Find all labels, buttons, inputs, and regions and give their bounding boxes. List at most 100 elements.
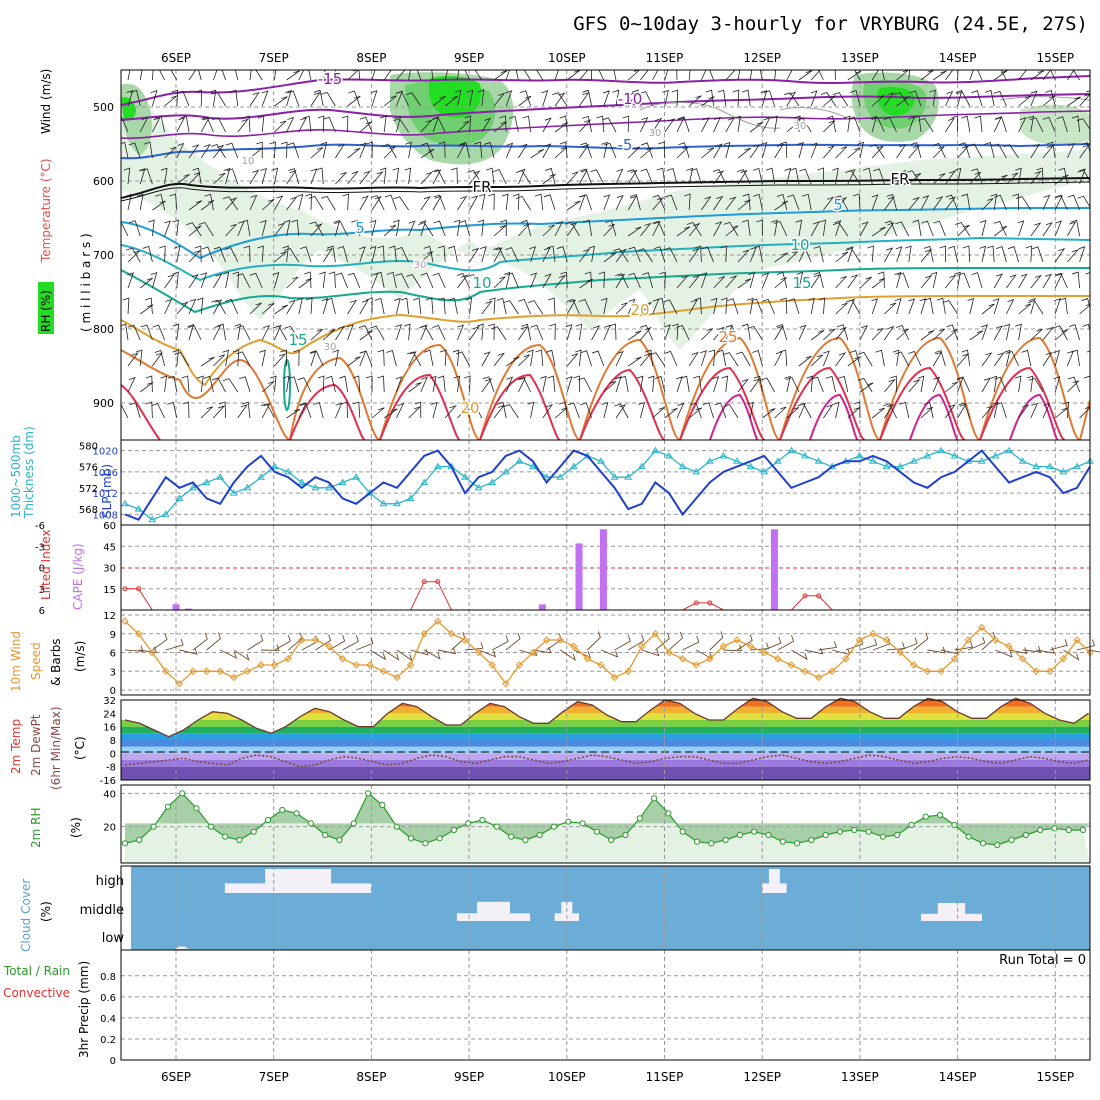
temp-tick: 24 xyxy=(103,709,116,720)
wind-barb xyxy=(212,117,226,133)
wind-barb xyxy=(413,297,422,315)
rh-marker xyxy=(450,826,457,834)
thickness-marker xyxy=(882,462,891,470)
wind-barb xyxy=(313,401,324,419)
wind-barb xyxy=(213,299,223,315)
wind-barb xyxy=(748,271,756,289)
rh-label: RH (%) xyxy=(39,290,53,332)
rh2m-unit: (%) xyxy=(69,817,83,838)
wind-marker xyxy=(814,673,823,682)
wind-barb xyxy=(908,379,921,393)
thickness-marker xyxy=(610,473,619,480)
slp-label: SLP (mb) xyxy=(100,464,114,518)
wind-barb xyxy=(565,324,573,341)
wind-barb xyxy=(701,147,715,159)
wind-barb xyxy=(393,118,409,133)
wind10-barb xyxy=(1063,649,1080,661)
wind10-barb xyxy=(641,649,660,657)
wind-marker xyxy=(502,680,510,688)
wind-barb xyxy=(1017,220,1025,237)
wind-marker xyxy=(474,648,483,657)
wind-barb xyxy=(835,352,847,367)
temp-band xyxy=(121,687,1090,700)
millibars-label: ( m i l l i b a r s ) xyxy=(79,233,93,332)
wind-barb xyxy=(1067,248,1080,263)
wind-barb xyxy=(503,404,519,419)
wind-barb xyxy=(897,272,910,289)
wind-barb xyxy=(680,375,690,393)
wind-marker xyxy=(624,667,632,675)
wind-barb xyxy=(640,326,652,341)
rh-marker xyxy=(307,820,314,827)
wind-barb xyxy=(359,170,371,185)
wind-barb xyxy=(287,142,300,159)
wind-barb xyxy=(1077,169,1090,182)
wind-barb xyxy=(615,404,627,419)
wind-barb xyxy=(176,174,190,185)
wind-barb xyxy=(993,220,1007,237)
wind10-barb xyxy=(859,638,878,651)
wind-barb xyxy=(182,401,190,419)
wind-barb xyxy=(464,70,470,81)
date-label-top: 14SEP xyxy=(939,51,977,65)
wind-barb xyxy=(746,297,754,315)
wind-barb xyxy=(123,167,131,185)
wind-barb xyxy=(481,300,493,315)
wind10-barb xyxy=(328,634,346,651)
wind-barb xyxy=(420,171,433,185)
wind-barb xyxy=(652,194,666,211)
wind-barb xyxy=(793,115,801,133)
wind-barb xyxy=(176,142,185,159)
cape-bar xyxy=(770,529,778,610)
wind-barb xyxy=(945,90,954,107)
wind-barb xyxy=(955,89,963,107)
wind-barb xyxy=(615,273,626,289)
thickness-marker xyxy=(746,462,755,470)
wind-barb xyxy=(167,375,178,393)
wind-barb xyxy=(188,172,201,185)
wind-barb xyxy=(461,401,470,419)
wind-barb xyxy=(359,195,369,211)
wind-barb xyxy=(896,169,907,185)
wind-barb xyxy=(444,95,459,107)
wind-barb xyxy=(936,297,946,315)
wind-barb xyxy=(979,245,987,263)
wind-barb xyxy=(1030,143,1041,159)
wind-barb xyxy=(969,70,974,81)
wind-barb xyxy=(849,350,861,367)
wind-barb xyxy=(213,246,226,263)
wind-barb xyxy=(539,375,547,393)
wind-barb xyxy=(371,70,376,81)
wind-barb xyxy=(452,349,460,367)
wind-barb xyxy=(501,193,509,211)
wind-marker xyxy=(515,661,524,669)
wind-barb xyxy=(907,116,915,133)
wind-barb xyxy=(274,96,288,107)
wind-barb xyxy=(700,350,707,367)
wind-barb xyxy=(664,350,678,367)
wind-barb xyxy=(600,297,608,315)
wind-barb xyxy=(1030,274,1043,289)
wind-marker xyxy=(162,667,170,675)
wind-barb xyxy=(1018,70,1027,81)
wind-barb xyxy=(341,115,349,133)
wind-barb xyxy=(141,168,153,185)
wind-barb xyxy=(737,378,750,393)
wind-barb xyxy=(188,200,203,211)
precip-tick: 0.4 xyxy=(100,1014,116,1025)
wind-barb xyxy=(127,272,135,289)
cloud-block xyxy=(477,901,511,921)
wind-barb xyxy=(371,195,382,211)
wind-barb xyxy=(716,349,727,367)
slp-tick: 1016 xyxy=(93,468,118,479)
date-label-top: 8SEP xyxy=(356,51,386,65)
wind-barb xyxy=(369,219,377,237)
li-marker xyxy=(816,593,822,599)
wind-barb xyxy=(369,245,377,263)
wind-barb xyxy=(547,375,556,393)
cloud-label: Cloud Cover xyxy=(19,879,33,952)
wind-barb xyxy=(753,193,763,211)
wind-barb xyxy=(930,271,938,289)
